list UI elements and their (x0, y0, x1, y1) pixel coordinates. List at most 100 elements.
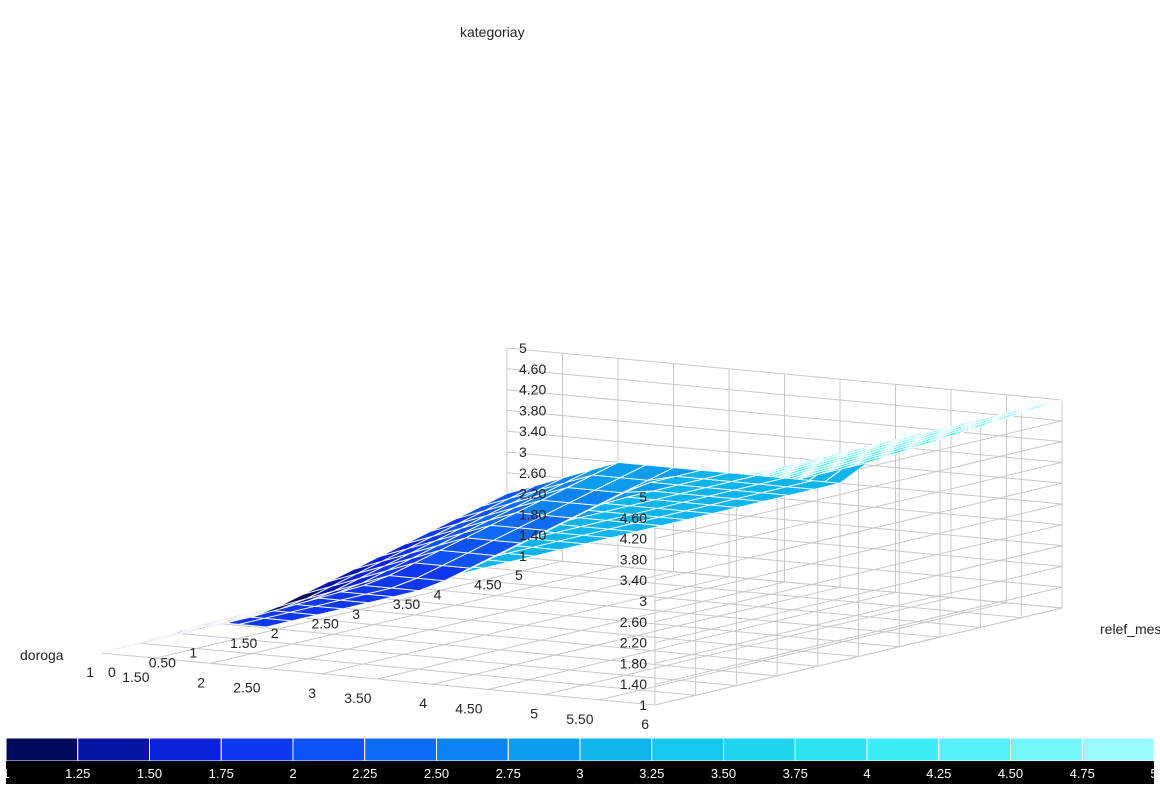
z-tick-label-right: 3.80 (519, 402, 546, 418)
colorbar-swatch (77, 737, 150, 762)
colorbar-swatch (1010, 737, 1083, 762)
y-tick-label: 2 (271, 625, 279, 641)
chart-title: kategoriay (460, 24, 525, 40)
colorbar-swatch (149, 737, 222, 762)
z-tick-label-left: 3.80 (620, 551, 647, 567)
floor-grid-line (466, 565, 1022, 619)
colorbar-label: 1.25 (65, 766, 90, 781)
surface-cell (481, 485, 536, 507)
surface-mesh (99, 399, 1063, 654)
colorbar-label-band (6, 761, 1154, 784)
x-tick-label: 1.50 (122, 669, 149, 685)
z-tick-label-left: 2.20 (620, 635, 647, 651)
colorbar-label: 3.75 (783, 766, 808, 781)
colorbar-swatch (794, 737, 868, 762)
z-tick-label-right: 3.40 (519, 423, 546, 439)
colorbar-swatch (292, 737, 366, 762)
y-tick-label: 5 (515, 567, 523, 583)
y-tick-label: 1.50 (230, 635, 257, 651)
z-tick-label-left: 1 (639, 697, 647, 713)
z-tick-label-left: 2.60 (620, 614, 647, 630)
x-tick-label: 5.50 (566, 711, 593, 727)
wall-grid-line (506, 430, 1063, 484)
y-tick-label: 1 (189, 645, 197, 661)
colorbar-swatch (866, 737, 940, 762)
colorbar-swatch (364, 737, 437, 762)
z-tick-label-right: 4.60 (519, 361, 546, 377)
colorbar-swatch (651, 737, 724, 762)
wall-grid-line (506, 368, 1063, 422)
y-tick-label: 3 (352, 606, 360, 622)
colorbar-label: 4.75 (1070, 766, 1095, 781)
floor-grid-line (303, 604, 859, 657)
floor-grid-line (384, 584, 940, 638)
wall-grid-line (506, 389, 1063, 443)
colorbar-swatch (1081, 737, 1155, 762)
x-tick-label: 2 (197, 674, 205, 690)
colorbar-label: 1.75 (209, 766, 234, 781)
y-tick-label: 2.50 (312, 616, 339, 632)
x-tick-label: 3 (308, 685, 316, 701)
colorbar: 1 1.25 1.50 1.75 2 2.25 2.50 2.75 3 3.25 3.50 3.75 4… (2, 737, 1158, 784)
floor-grid-line (543, 597, 952, 696)
x-tick-label: 6 (641, 716, 649, 732)
colorbar-label: 5 (1150, 766, 1157, 781)
floor-grid-line (425, 574, 981, 628)
z-tick-label-left: 3.40 (620, 572, 647, 588)
x-axis-label: doroga (20, 647, 64, 663)
colorbar-swatch (507, 737, 581, 762)
z-tick-label-right: 1.80 (519, 506, 546, 522)
y-tick-label: 0 (108, 664, 116, 680)
z-tick-label-left: 1.40 (620, 676, 647, 692)
z-tick-label-right: 2.20 (519, 486, 546, 502)
colorbar-label: 3.25 (639, 766, 664, 781)
colorbar-label: 2.50 (424, 766, 449, 781)
grid-walls (99, 347, 1063, 706)
x-tick-label: 4.50 (455, 700, 482, 716)
z-tick-label-left: 4.20 (620, 531, 647, 547)
colorbar-label: 4.25 (926, 766, 951, 781)
z-tick-label-right: 1 (519, 548, 527, 564)
colorbar-swatch (436, 737, 509, 762)
colorbar-swatch (220, 737, 294, 762)
z-tick-label-right: 3 (519, 444, 527, 460)
y-axis-label: relef_mes (1100, 621, 1160, 637)
colorbar-label: 1 (2, 766, 9, 781)
z-tick-label-right: 1.40 (519, 527, 546, 543)
x-tick-label: 2.50 (233, 680, 260, 696)
floor-grid-line (488, 591, 896, 690)
colorbar-label: 2 (289, 766, 296, 781)
z-tick-label-left: 3 (639, 593, 647, 609)
z-tick-label-right: 5 (519, 340, 527, 356)
z-tick-label-left: 5 (639, 489, 647, 505)
colorbar-label: 4.50 (998, 766, 1023, 781)
colorbar-swatch (723, 737, 796, 762)
x-tick-label: 4 (419, 695, 427, 711)
x-tick-label: 3.50 (344, 690, 371, 706)
axis-ticks: 1 1 1.40 1.40 1.80 1.80 2.20 2.20 2.60 2.60 3 3 3.40… (86, 340, 649, 732)
y-tick-label: 3.50 (393, 596, 420, 612)
colorbar-label: 3.50 (711, 766, 736, 781)
z-tick-label-right: 2.60 (519, 465, 546, 481)
wall-grid-line (506, 409, 1063, 463)
z-tick-label-left: 1.80 (620, 655, 647, 671)
y-tick-label: 4.50 (474, 577, 501, 593)
colorbar-swatch (938, 737, 1011, 762)
wall-grid-line (654, 482, 1063, 581)
x-tick-label: 1 (86, 664, 94, 680)
colorbar-label: 4 (863, 766, 870, 781)
wall-grid-line (654, 441, 1063, 540)
colorbar-label: 3 (576, 766, 583, 781)
wall-grid-line (506, 347, 1063, 401)
y-tick-label: 4 (434, 586, 442, 602)
colorbar-label: 1.50 (137, 766, 162, 781)
wall-grid-line (654, 461, 1063, 560)
floor-grid-line (599, 602, 1007, 701)
colorbar-label: 2.25 (352, 766, 377, 781)
y-tick-label: 0.50 (149, 654, 176, 670)
floor-grid-line (344, 594, 900, 648)
x-tick-label: 5 (530, 706, 538, 722)
colorbar-label: 2.75 (496, 766, 521, 781)
